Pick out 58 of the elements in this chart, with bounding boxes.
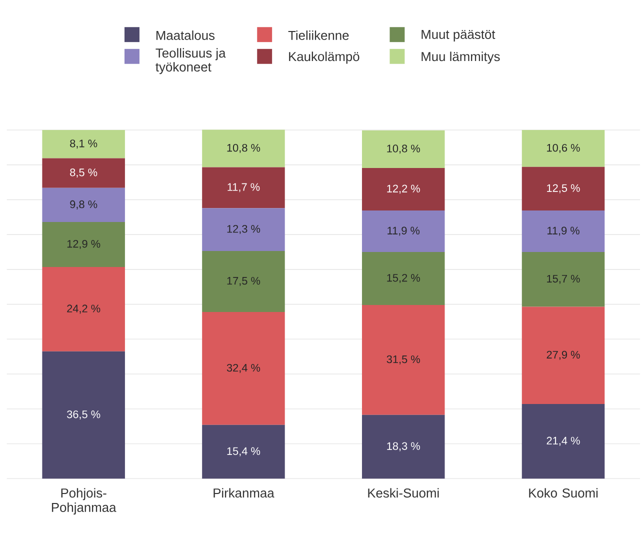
bar [522,306,605,404]
data-label: 27,9 % [546,350,580,360]
data-label: 10,8 % [387,144,420,154]
bar [42,351,125,478]
data-label: 11,9 % [547,226,580,236]
data-label: 15,7 % [547,274,580,284]
bar [522,166,605,210]
bar [42,188,125,222]
bar [202,208,285,251]
legend-label: Tieliikenne [288,30,349,40]
legend-label: Muut päästöt [422,30,496,42]
legend-label: Teollisuus ja työkoneet [156,48,226,74]
data-label: 12,9 % [67,240,100,249]
bar [42,158,125,188]
legend-label: Muu lämmitys [422,51,500,64]
x-tick-label: Pirkanmaa [214,488,274,498]
bar [362,210,445,252]
x-tick-label: Pohjois-Pohjanmaa [52,488,116,514]
bar [42,222,125,267]
bar [202,424,285,478]
bar [362,252,445,305]
bar [202,312,285,425]
bar [522,404,605,478]
data-label: 12,2 % [387,184,420,194]
data-label: 8,1 % [70,139,98,148]
data-label: 21,4 % [546,436,580,446]
data-label: 8,5 % [70,168,98,178]
bar [362,130,445,168]
data-label: 18,3 % [387,442,420,452]
data-label: 15,2 % [387,274,420,283]
data-label: 31,5 % [386,355,420,364]
bar [42,130,125,158]
bar [362,168,445,210]
bar [522,130,605,167]
bar [202,250,285,312]
data-label: 32,4 % [226,364,260,373]
legend-label: Kaukolämpö [289,51,360,64]
data-label: 10,6 % [547,144,580,153]
bar [202,129,285,168]
data-label: 9,8 % [70,200,98,210]
bar [362,304,445,415]
data-label: 11,7 % [228,182,260,192]
data-label: 12,3 % [227,224,260,234]
data-label: 10,8 % [227,144,260,153]
data-label: 17,5 % [227,276,260,286]
bar [362,414,445,478]
data-label: 12,5 % [547,184,580,194]
x-tick-label: Keski-Suomi [368,488,439,498]
data-label: 15,4 % [227,447,260,456]
x-tick-label: Koko Suomi [529,488,598,498]
data-label: 24,2 % [67,304,100,314]
bar [42,266,125,352]
bar [522,210,605,252]
legend-label: Maatalous [156,30,215,40]
bar [202,167,285,208]
bar [522,252,605,307]
data-label: 11,9 % [388,226,420,236]
data-label: 36,5 % [66,410,100,420]
